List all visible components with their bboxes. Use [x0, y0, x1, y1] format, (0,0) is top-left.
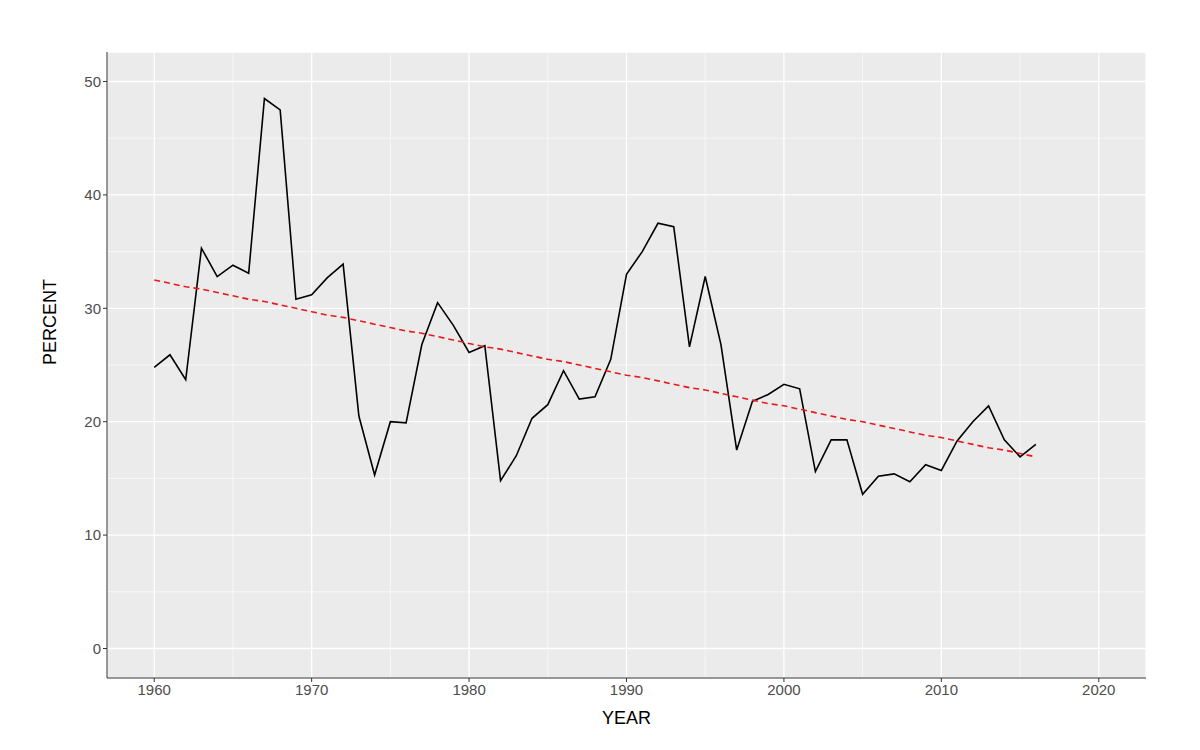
- svg-text:1970: 1970: [295, 681, 328, 698]
- svg-text:40: 40: [84, 186, 101, 203]
- svg-text:10: 10: [84, 526, 101, 543]
- svg-text:2020: 2020: [1082, 681, 1115, 698]
- svg-text:1980: 1980: [452, 681, 485, 698]
- svg-text:50: 50: [84, 73, 101, 90]
- svg-text:0: 0: [93, 640, 101, 657]
- svg-text:1960: 1960: [138, 681, 171, 698]
- svg-text:1990: 1990: [610, 681, 643, 698]
- svg-text:YEAR: YEAR: [602, 708, 651, 728]
- svg-text:2010: 2010: [925, 681, 958, 698]
- svg-text:PERCENT: PERCENT: [40, 279, 60, 365]
- svg-text:20: 20: [84, 413, 101, 430]
- svg-text:2000: 2000: [767, 681, 800, 698]
- svg-text:30: 30: [84, 300, 101, 317]
